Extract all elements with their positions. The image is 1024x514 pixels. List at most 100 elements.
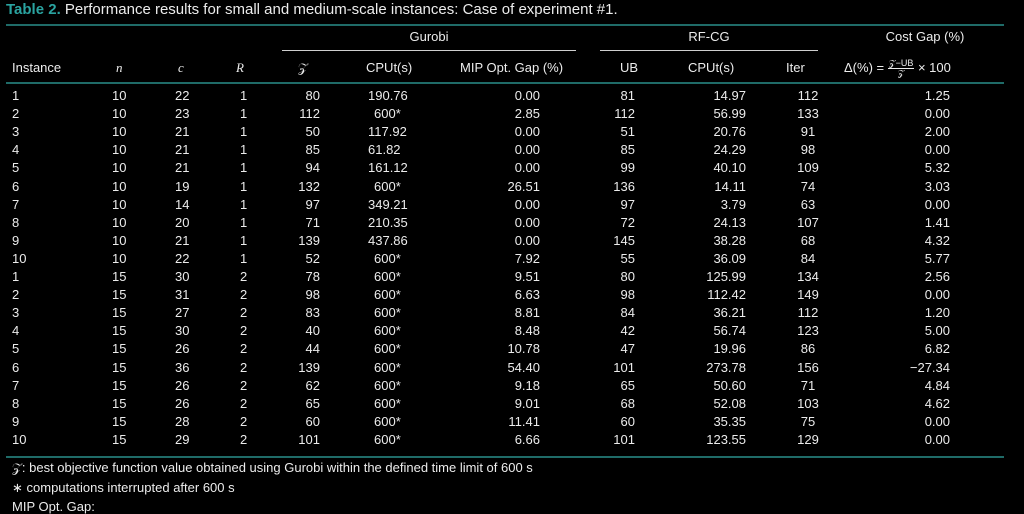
cell-cpu-gurobi: 600*: [374, 250, 401, 266]
cell-mip-gap: 54.40: [507, 359, 540, 375]
cell-R: 1: [240, 178, 248, 194]
cell-ub: 55: [620, 250, 635, 266]
cell-n: 15: [112, 287, 127, 303]
cell-cost-gap: 4.32: [924, 232, 950, 248]
cell-cpu-rfcg: 50.60: [713, 377, 746, 393]
cell-cpu-rfcg: 36.09: [713, 250, 746, 266]
cell-cost-gap: −27.34: [909, 359, 950, 375]
cell-R: 1: [240, 250, 248, 266]
table-row: 2 15 31 2 98 600* 6.63 98 112.42 149 0.00: [0, 287, 1024, 305]
cell-iter: 149: [797, 287, 819, 303]
cell-z: 132: [298, 178, 320, 194]
cell-R: 1: [240, 232, 248, 248]
cell-instance: 5: [12, 341, 20, 357]
cell-cpu-gurobi: 190.76: [368, 88, 408, 103]
cell-c: 27: [175, 305, 190, 321]
cell-ub: 60: [620, 413, 635, 429]
cell-cost-gap: 5.32: [924, 160, 950, 176]
cell-instance: 10: [12, 431, 27, 447]
cell-cpu-gurobi: 600*: [374, 269, 401, 284]
cell-iter: 103: [797, 395, 819, 411]
cell-cpu-rfcg: 273.78: [706, 359, 746, 375]
cell-n: 15: [112, 413, 127, 429]
cell-mip-gap: 11.41: [508, 413, 540, 429]
table-row: 3 10 21 1 50 117.92 0.00 51 20.76 91 2.00: [0, 124, 1024, 142]
table-caption: Table 2. Performance results for small a…: [6, 1, 618, 18]
cell-ub: 80: [620, 269, 635, 284]
cell-mip-gap: 0.00: [514, 196, 540, 212]
cell-cpu-rfcg: 125.99: [706, 269, 746, 284]
cell-mip-gap: 9.18: [514, 377, 540, 393]
table-row: 7 15 26 2 62 600* 9.18 65 50.60 71 4.84: [0, 378, 1024, 396]
cell-mip-gap: 6.66: [514, 431, 540, 447]
cell-instance: 7: [12, 196, 20, 212]
cell-ub: 112: [614, 106, 635, 122]
cell-iter: 134: [797, 269, 819, 284]
cell-z: 71: [305, 214, 320, 230]
cell-instance: 2: [12, 106, 20, 122]
group-cost-gap: Cost Gap (%): [885, 29, 965, 44]
cell-instance: 1: [12, 88, 20, 103]
note-z: 𝒵: best objective function value obtaine…: [12, 460, 533, 475]
cell-instance: 2: [12, 287, 20, 303]
cell-z: 94: [305, 160, 320, 176]
col-mip-gap: MIP Opt. Gap (%): [460, 60, 564, 75]
cell-cpu-gurobi: 600*: [374, 178, 401, 194]
cell-cost-gap: 5.77: [924, 250, 950, 266]
cell-R: 1: [240, 214, 248, 230]
cell-iter: 86: [800, 341, 816, 357]
cell-R: 2: [240, 359, 248, 375]
cell-cpu-rfcg: 14.97: [713, 88, 746, 103]
cell-mip-gap: 8.81: [514, 305, 540, 321]
cell-n: 10: [112, 214, 127, 230]
delta-denominator: 𝒵: [897, 68, 905, 79]
header-row: Instance n c R 𝒵 CPUt(s) MIP Opt. Gap (%…: [0, 59, 1024, 78]
cell-z: 78: [305, 269, 320, 284]
cell-instance: 1: [12, 269, 20, 284]
col-R: R: [236, 60, 244, 75]
cell-z: 139: [298, 232, 320, 248]
cell-cost-gap: 5.00: [924, 323, 950, 339]
cell-c: 22: [175, 88, 190, 103]
cell-cpu-gurobi: 600*: [374, 106, 401, 122]
cell-iter: 68: [800, 232, 816, 248]
cell-c: 21: [175, 142, 190, 158]
cell-cost-gap: 4.62: [924, 395, 950, 411]
table-row: 10 15 29 2 101 600* 6.66 101 123.55 129 0.00: [0, 432, 1024, 450]
cell-instance: 6: [12, 359, 20, 375]
table-row: 5 15 26 2 44 600* 10.78 47 19.96 86 6.82: [0, 341, 1024, 359]
cell-iter: 71: [800, 377, 816, 393]
cell-instance: 3: [12, 305, 20, 321]
cell-cpu-rfcg: 19.96: [713, 341, 746, 357]
cell-iter: 74: [800, 178, 816, 194]
cell-cpu-rfcg: 24.13: [713, 214, 746, 230]
cell-cpu-gurobi: 600*: [374, 305, 401, 321]
cell-iter: 109: [797, 160, 819, 176]
cell-cpu-rfcg: 3.79: [720, 196, 746, 212]
cell-z: 50: [305, 124, 320, 140]
col-delta-formula: Δ(%) = 𝒵−UB 𝒵 × 100: [844, 56, 951, 80]
cell-z: 139: [298, 359, 320, 375]
cell-cpu-rfcg: 112.42: [707, 287, 746, 303]
delta-rhs: × 100: [917, 60, 951, 75]
cell-R: 2: [240, 377, 248, 393]
group-rfcg: RF-CG: [688, 29, 730, 44]
col-c: c: [178, 60, 184, 75]
cell-instance: 9: [12, 413, 20, 429]
cell-ub: 136: [613, 178, 635, 194]
cell-iter: 84: [800, 250, 816, 266]
cell-n: 10: [112, 142, 127, 158]
cell-mip-gap: 0.00: [514, 124, 540, 140]
cell-c: 30: [175, 269, 190, 284]
cell-cpu-gurobi: 600*: [374, 377, 401, 393]
cell-mip-gap: 2.85: [514, 106, 540, 122]
cell-z: 80: [305, 88, 320, 103]
bottom-rule: [6, 456, 1004, 458]
cell-c: 20: [175, 214, 190, 230]
cell-z: 97: [305, 196, 320, 212]
cell-n: 15: [112, 395, 127, 411]
cell-ub: 97: [620, 196, 635, 212]
cell-n: 15: [112, 431, 127, 447]
caption-label: Table 2.: [6, 1, 61, 18]
col-instance: Instance: [12, 60, 62, 75]
